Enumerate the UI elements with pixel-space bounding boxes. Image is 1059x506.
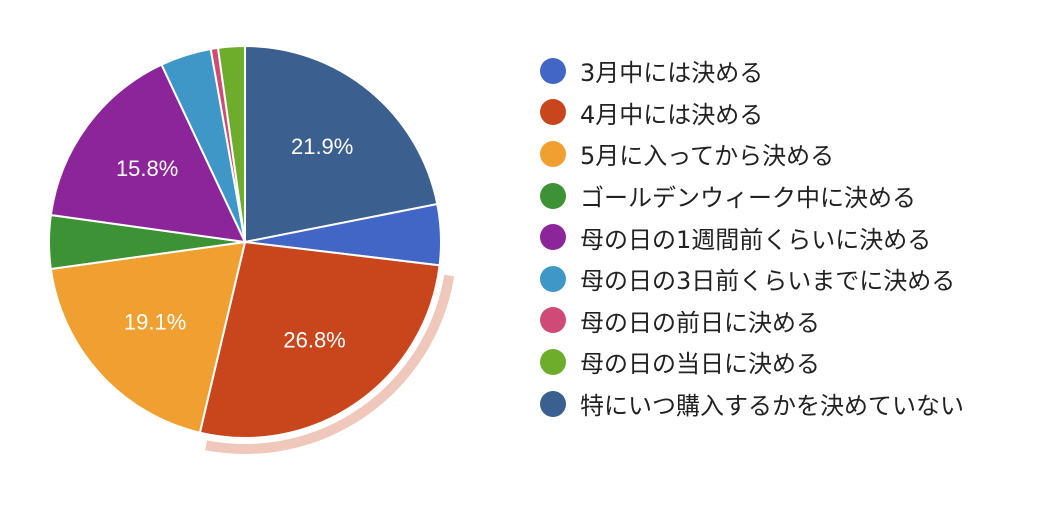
pie-slice-value-label: 21.9% xyxy=(291,134,353,159)
legend-item[interactable]: 母の日の3日前くらいまでに決める xyxy=(540,258,1050,300)
legend-item[interactable]: 特にいつ購入するかを決めていない xyxy=(540,383,1050,425)
legend-swatch xyxy=(540,265,566,292)
pie-slice-3[interactable] xyxy=(49,240,247,434)
legend-swatch xyxy=(540,390,566,417)
legend-item[interactable]: 母の日の当日に決める xyxy=(540,341,1050,383)
pie-chart: 21.9% 26.8% 19.1% 15.8% xyxy=(0,0,520,502)
pie-slice-0[interactable] xyxy=(244,44,439,244)
legend-swatch xyxy=(540,99,566,126)
legend-swatch xyxy=(540,348,566,375)
legend-label: 特にいつ購入するかを決めていない xyxy=(580,392,964,421)
legend-item[interactable]: 5月に入ってから決める xyxy=(540,133,1050,175)
legend-swatch xyxy=(540,224,566,251)
legend-swatch xyxy=(540,140,566,167)
pie-slice-2[interactable] xyxy=(198,240,441,439)
legend-label: 母の日の1週間前くらいに決める xyxy=(580,225,932,254)
legend-item[interactable]: 4月中には決める xyxy=(540,92,1050,134)
legend-label: 母の日の前日に決める xyxy=(580,308,820,337)
legend-label: 母の日の3日前くらいまでに決める xyxy=(580,267,956,296)
legend-item[interactable]: 母の日の前日に決める xyxy=(540,300,1050,342)
legend-label: 4月中には決める xyxy=(580,100,764,129)
legend-label: 3月中には決める xyxy=(580,59,764,88)
pie-slice-5[interactable] xyxy=(49,63,247,244)
pie-chart-svg: 21.9% 26.8% 19.1% 15.8% xyxy=(48,44,455,454)
pie-slice-8[interactable] xyxy=(216,44,246,243)
legend-swatch xyxy=(540,57,566,84)
pie-slice-value-label: 19.1% xyxy=(124,310,186,335)
legend-swatch xyxy=(540,182,566,209)
legend-swatch xyxy=(540,307,566,334)
legend-item[interactable]: 母の日の1週間前くらいに決める xyxy=(540,216,1050,258)
pie-slice-value-label: 26.8% xyxy=(283,327,345,352)
legend-item[interactable]: 3月中には決める xyxy=(540,50,1050,92)
legend-label: 5月に入ってから決める xyxy=(580,142,835,171)
legend-label: ゴールデンウィーク中に決める xyxy=(580,184,916,213)
legend-item[interactable]: ゴールデンウィーク中に決める xyxy=(540,175,1050,217)
chart-legend: 3月中には決める 4月中には決める 5月に入ってから決めるゴールデンウィーク中に決め… xyxy=(540,50,1050,424)
legend-label: 母の日の当日に決める xyxy=(580,350,820,379)
pie-slice-value-label: 15.8% xyxy=(116,156,178,181)
